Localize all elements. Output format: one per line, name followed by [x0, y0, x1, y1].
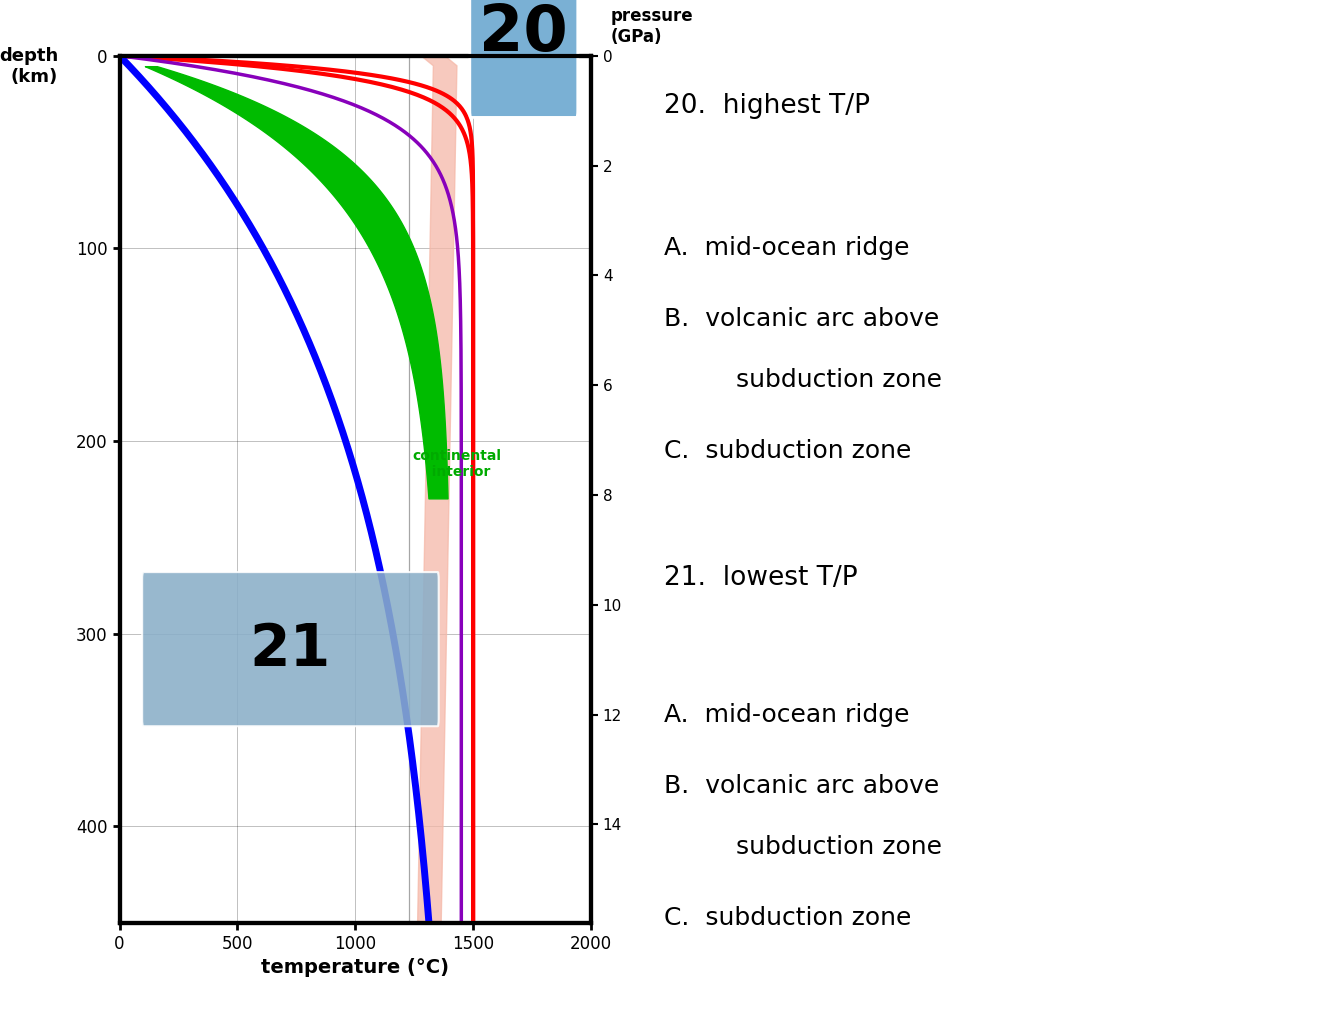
Text: subduction zone: subduction zone — [664, 368, 942, 392]
Text: 21: 21 — [250, 621, 331, 677]
Text: B.  volcanic arc above: B. volcanic arc above — [664, 774, 939, 798]
Text: continental
  interior: continental interior — [412, 449, 501, 480]
Text: B.  volcanic arc above: B. volcanic arc above — [664, 307, 939, 332]
Text: 21.  lowest T/P: 21. lowest T/P — [664, 565, 858, 591]
Text: A.  mid-ocean ridge: A. mid-ocean ridge — [664, 703, 910, 727]
FancyBboxPatch shape — [142, 572, 438, 726]
Text: 20.  highest T/P: 20. highest T/P — [664, 93, 870, 120]
Text: A.  mid-ocean ridge: A. mid-ocean ridge — [664, 236, 910, 261]
Text: C.  subduction zone: C. subduction zone — [664, 439, 911, 463]
Text: pressure
(GPa): pressure (GPa) — [611, 7, 693, 46]
Y-axis label: depth
(km): depth (km) — [0, 47, 58, 86]
X-axis label: temperature (°C): temperature (°C) — [262, 958, 449, 977]
Text: C.  subduction zone: C. subduction zone — [664, 906, 911, 930]
Text: 20: 20 — [479, 2, 568, 64]
FancyBboxPatch shape — [470, 0, 578, 118]
Text: subduction zone: subduction zone — [664, 835, 942, 859]
